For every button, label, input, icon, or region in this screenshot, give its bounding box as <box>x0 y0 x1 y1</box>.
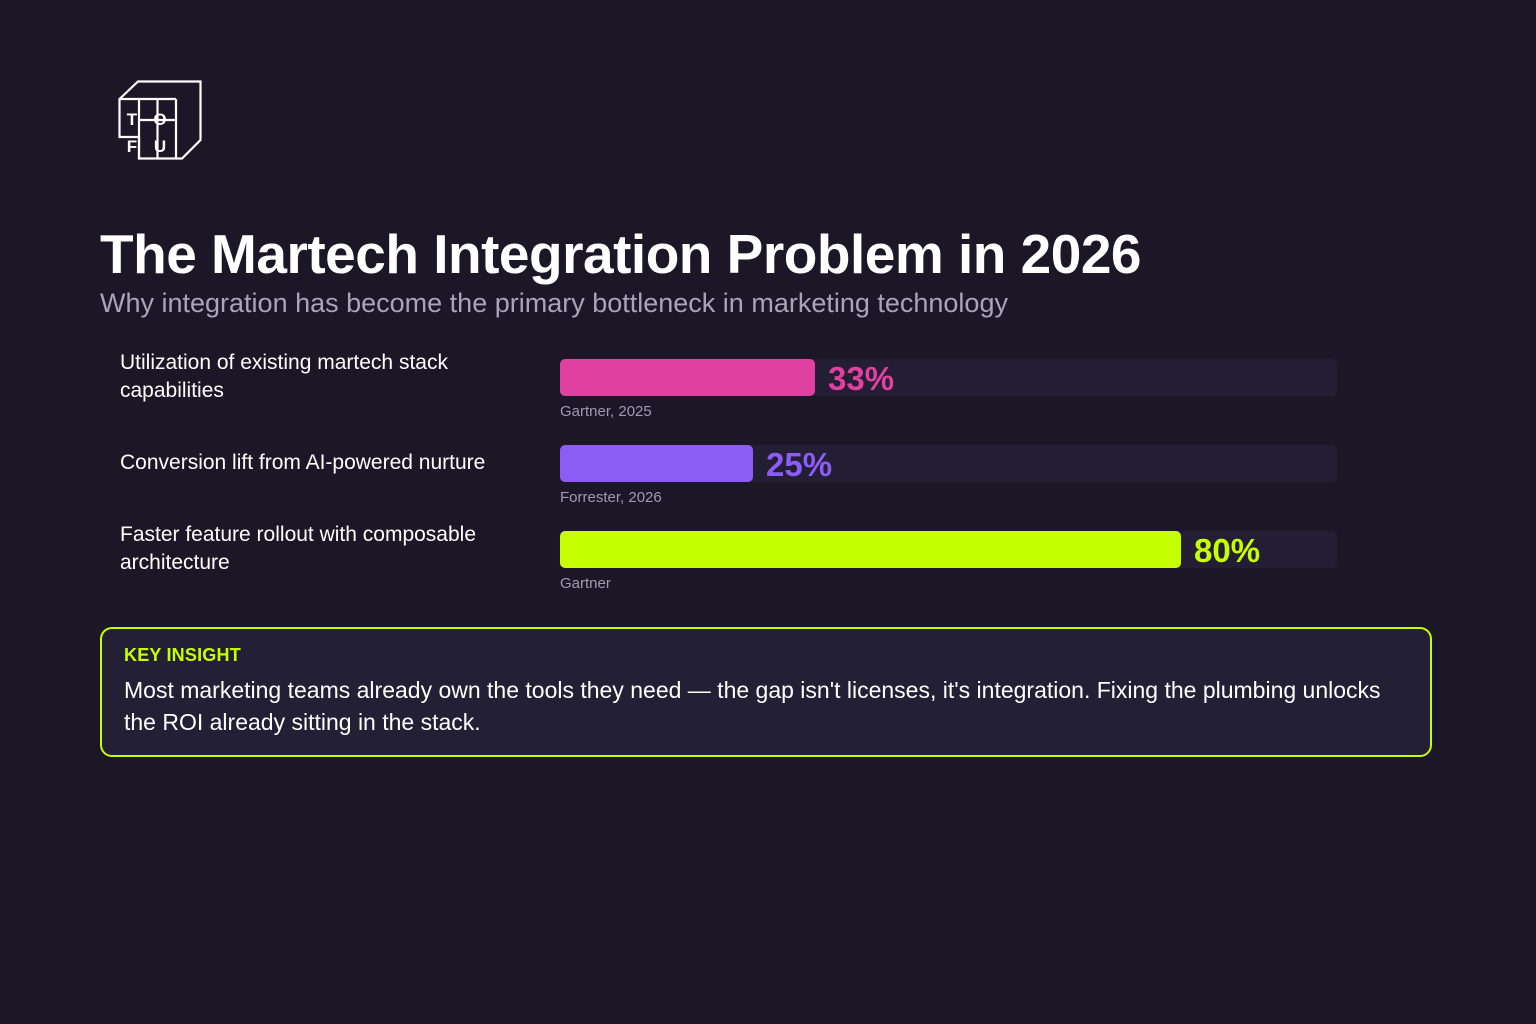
source-label: Forrester, 2026 <box>560 489 662 506</box>
bar <box>560 531 1181 568</box>
bar <box>560 359 815 396</box>
bar-track <box>560 359 1337 396</box>
category-label: Utilization of existing martech stack ca… <box>120 351 448 402</box>
key-insight-card: KEY INSIGHT Most marketing teams already… <box>100 627 1432 757</box>
bar-track <box>560 531 1337 568</box>
data-label: 33% <box>828 360 895 397</box>
source-label: Gartner <box>560 575 611 592</box>
source-label: Gartner, 2025 <box>560 403 652 420</box>
data-label: 25% <box>766 446 833 483</box>
bar <box>560 445 753 482</box>
key-insight-body: Most marketing teams already own the too… <box>124 677 1381 735</box>
logo-letter-u: U <box>154 137 166 156</box>
bar-track <box>560 445 1337 482</box>
category-label: Faster feature rollout with composable a… <box>120 523 477 574</box>
category-label: Conversion lift from AI-powered nurture <box>120 451 486 474</box>
tofu-logo: T O F U <box>118 80 202 160</box>
page-title: The Martech Integration Problem in 2026 <box>100 223 1142 285</box>
logo-letter-f: F <box>127 137 137 156</box>
page-subtitle: Why integration has become the primary b… <box>100 288 1008 318</box>
logo-letter-o: O <box>153 110 166 129</box>
logo-letter-t: T <box>127 110 138 129</box>
key-insight-heading: KEY INSIGHT <box>124 645 241 665</box>
tofu-logo-mark: T O F U <box>118 80 202 160</box>
data-label: 80% <box>1194 532 1261 569</box>
